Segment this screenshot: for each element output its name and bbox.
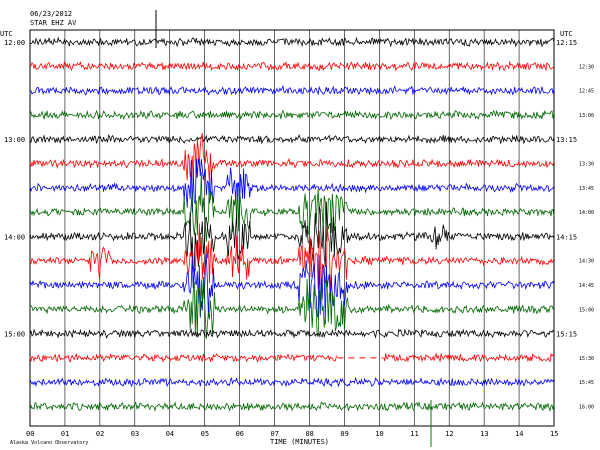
x-tick-11: 11: [410, 430, 418, 438]
trace-row-2: [30, 84, 555, 96]
utc-left-label: UTC: [0, 30, 13, 38]
x-tick-12: 12: [445, 430, 453, 438]
x-axis-label: TIME (MINUTES): [270, 438, 329, 446]
trace-row-12: [29, 328, 555, 340]
trace-row-15: [29, 400, 555, 413]
trace-row-8: [29, 201, 555, 270]
x-tick-02: 02: [96, 430, 104, 438]
right-minute-label: 15:30: [579, 356, 594, 362]
left-hour-label: 14:00: [4, 233, 25, 241]
x-tick-05: 05: [201, 430, 209, 438]
seismic-traces: [29, 36, 555, 413]
trace-row-11: [29, 276, 555, 340]
x-tick-07: 07: [271, 430, 279, 438]
trace-row-10: [29, 253, 555, 325]
right-minute-label: 15:45: [579, 380, 594, 386]
x-tick-15: 15: [550, 430, 558, 438]
right-minute-label: 12:45: [579, 89, 594, 95]
right-minute-label: 14:45: [579, 283, 594, 289]
right-minute-label: 13:00: [579, 113, 594, 119]
x-tick-00: 00: [26, 430, 34, 438]
right-minute-label: 12:30: [579, 64, 594, 70]
right-minute-label: 14:00: [579, 210, 594, 216]
x-tick-04: 04: [166, 430, 174, 438]
right-hour-label: 15:15: [556, 331, 577, 339]
trace-row-4: [29, 133, 555, 145]
x-tick-13: 13: [480, 430, 488, 438]
right-hour-label: 14:15: [556, 233, 577, 241]
trace-row-1: [29, 60, 555, 72]
x-tick-labels: 00 01 02 03 04 05 06 07 08 09 10 11 12 13 14 15: [26, 430, 558, 438]
trace-row-13: [29, 352, 555, 363]
left-hour-label: 12:00: [4, 39, 25, 47]
trace-row-9: [29, 223, 555, 293]
utc-right-label: UTC: [560, 30, 573, 38]
x-tick-08: 08: [305, 430, 313, 438]
station-channel-label: STAR EHZ AV: [30, 19, 77, 27]
x-tick-03: 03: [131, 430, 139, 438]
right-minute-label: 13:45: [579, 186, 594, 192]
trace-row-3: [29, 109, 555, 121]
x-tick-10: 10: [375, 430, 383, 438]
right-minute-label: 15:00: [579, 307, 594, 313]
trace-row-6: [29, 158, 555, 213]
trace-row-14: [29, 376, 555, 388]
left-hour-label: 13:00: [4, 136, 25, 144]
hour-labels: 12:00 13:00 14:00 15:00 12:15 13:15 14:15 15:15…: [4, 39, 594, 411]
x-tick-06: 06: [236, 430, 244, 438]
right-minute-label: 16:00: [579, 405, 594, 411]
trace-row-0: [29, 36, 555, 48]
trace-row-7: [29, 172, 555, 242]
x-tick-09: 09: [340, 430, 348, 438]
footer-credit: Alaska Volcano Observatory: [10, 440, 88, 446]
right-minute-label: 14:30: [579, 259, 594, 265]
x-tick-01: 01: [61, 430, 69, 438]
left-hour-label: 15:00: [4, 331, 25, 339]
x-tick-14: 14: [515, 430, 523, 438]
right-minute-label: 13:30: [579, 162, 594, 168]
right-hour-label: 13:15: [556, 136, 577, 144]
station-date-label: 06/23/2012: [30, 10, 72, 18]
right-hour-label: 12:15: [556, 39, 577, 47]
plot-frame: [29, 29, 555, 427]
trace-row-5: [29, 132, 555, 183]
